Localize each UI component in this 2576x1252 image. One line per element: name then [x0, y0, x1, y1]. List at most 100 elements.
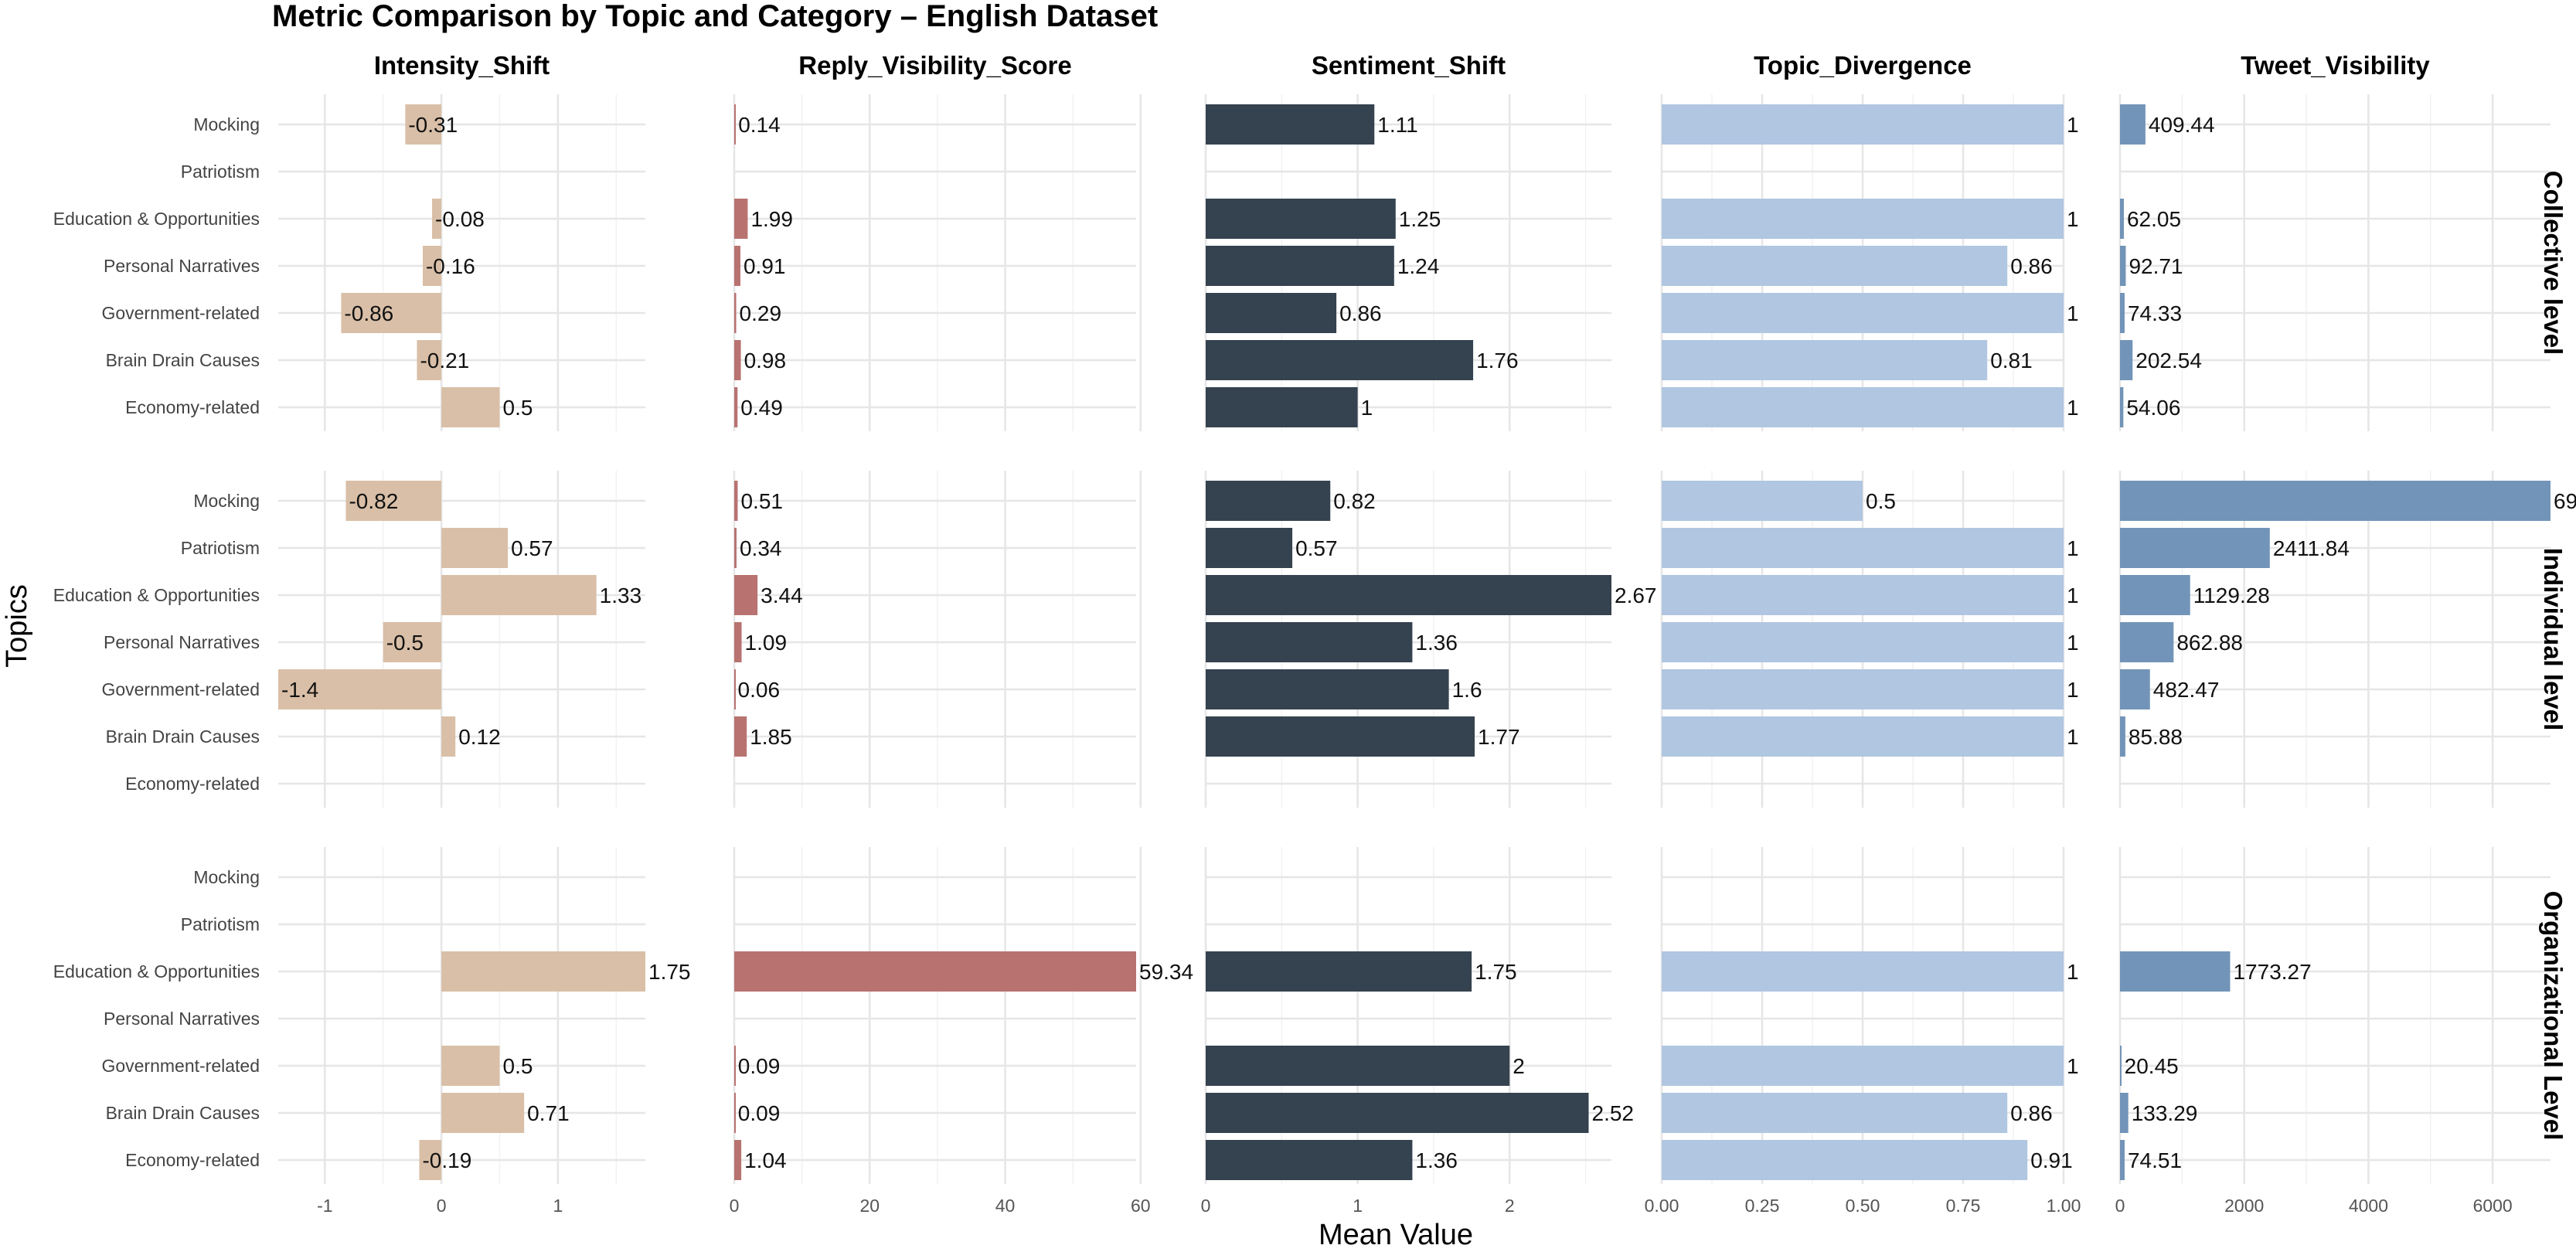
bar-topic-divergence-brain-drain-causes	[1662, 716, 2064, 757]
x-tick-label-sentiment-shift: 2	[1505, 1196, 1515, 1216]
bar-tweet-visibility-economy-related	[2120, 1140, 2125, 1180]
data-label-intensity-shift-brain-drain-causes: -0.21	[420, 349, 469, 373]
bar-tweet-visibility-personal-narratives	[2120, 622, 2174, 662]
bar-intensity-shift-brain-drain-causes	[441, 716, 456, 757]
data-label-sentiment-shift-personal-narratives: 1.36	[1415, 631, 1458, 655]
bar-sentiment-shift-patriotism	[1206, 528, 1293, 568]
panel-intensity-shift-individual-level: -0.82 0.57 1.33 -0.5 -1.4 0.12	[278, 471, 645, 808]
data-label-topic-divergence-education-opportunities: 1	[2067, 207, 2079, 231]
data-label-tweet-visibility-education-opportunities: 1129.28	[2193, 583, 2270, 607]
data-label-reply-visibility-score-government-related: 0.29	[740, 301, 782, 325]
bar-intensity-shift-mocking	[405, 104, 442, 145]
data-label-intensity-shift-personal-narratives: -0.16	[426, 254, 475, 278]
panel-sentiment-shift-collective-level: 1.11 1.25 1.24 0.86 1.76 1	[1204, 94, 1611, 431]
x-tick-label-tweet-visibility: 2000	[2224, 1196, 2264, 1216]
panel-reply-visibility-score-organizational-level: 59.34 0.09 0.09 1.04	[733, 847, 1193, 1184]
panel-reply-visibility-score-collective-level: 0.14 1.99 0.91 0.29 0.98 0.49	[733, 94, 1142, 431]
facet-label-tweet-visibility: Tweet_Visibility	[2241, 51, 2430, 80]
data-label-reply-visibility-score-brain-drain-causes: 1.85	[750, 725, 792, 749]
bar-intensity-shift-mocking	[345, 481, 442, 521]
data-label-tweet-visibility-personal-narratives: 92.71	[2129, 254, 2183, 278]
bar-sentiment-shift-mocking	[1206, 104, 1375, 145]
data-label-tweet-visibility-education-opportunities: 62.05	[2127, 207, 2181, 231]
bar-intensity-shift-government-related	[278, 669, 442, 709]
bar-topic-divergence-economy-related	[1662, 1140, 2028, 1180]
data-label-sentiment-shift-brain-drain-causes: 1.77	[1478, 725, 1520, 749]
bar-reply-visibility-score-patriotism	[734, 528, 737, 568]
data-label-sentiment-shift-economy-related: 1.36	[1415, 1148, 1458, 1172]
bar-intensity-shift-patriotism	[441, 528, 509, 568]
data-label-reply-visibility-score-government-related: 0.09	[738, 1054, 781, 1078]
bar-tweet-visibility-economy-related	[2120, 387, 2124, 427]
data-label-topic-divergence-brain-drain-causes: 1	[2067, 725, 2079, 749]
bar-reply-visibility-score-government-related	[734, 293, 737, 333]
bar-tweet-visibility-personal-narratives	[2120, 246, 2126, 286]
data-label-topic-divergence-education-opportunities: 1	[2067, 960, 2079, 984]
data-label-sentiment-shift-government-related: 1.6	[1452, 678, 1482, 702]
panel-tweet-visibility-collective-level: 409.44 62.05 92.71 74.33 202.54 54.06	[2118, 94, 2550, 431]
chart-panels: Intensity_Shift-1 0 1-0.31-0.08-0.16-0.86-…	[53, 51, 2576, 1216]
bar-sentiment-shift-mocking	[1206, 481, 1331, 521]
bar-sentiment-shift-government-related	[1206, 293, 1337, 333]
facet-label-intensity-shift: Intensity_Shift	[374, 51, 550, 80]
bar-sentiment-shift-brain-drain-causes	[1206, 340, 1474, 380]
x-axis-title: Mean Value	[1319, 1219, 1473, 1251]
data-label-sentiment-shift-economy-related: 1	[1361, 396, 1373, 420]
bar-reply-visibility-score-personal-narratives	[734, 622, 742, 662]
x-tick-label-reply-visibility-score: 40	[995, 1196, 1016, 1216]
data-label-sentiment-shift-patriotism: 0.57	[1295, 536, 1338, 560]
data-label-sentiment-shift-mocking: 0.82	[1333, 489, 1376, 513]
data-label-topic-divergence-government-related: 1	[2067, 678, 2079, 702]
y-tick-label-brain-drain-causes: Brain Drain Causes	[106, 1103, 260, 1123]
panel-sentiment-shift-individual-level: 0.82 0.57 2.67 1.36 1.6 1.77	[1204, 471, 1657, 808]
facet-label-reply-visibility-score: Reply_Visibility_Score	[798, 51, 1071, 80]
y-tick-label-government-related: Government-related	[101, 303, 260, 323]
bar-topic-divergence-brain-drain-causes	[1662, 340, 1988, 380]
bar-topic-divergence-personal-narratives	[1662, 622, 2064, 662]
data-label-intensity-shift-government-related: -0.86	[344, 301, 393, 325]
bar-intensity-shift-economy-related	[441, 387, 500, 427]
y-tick-label-patriotism: Patriotism	[181, 914, 260, 934]
data-label-topic-divergence-brain-drain-causes: 0.86	[2010, 1101, 2053, 1125]
bar-topic-divergence-patriotism	[1662, 528, 2064, 568]
x-tick-label-intensity-shift: -1	[317, 1196, 332, 1216]
panel-tweet-visibility-organizational-level: 1773.27 20.45 133.29 74.51	[2118, 847, 2550, 1184]
y-tick-label-mocking: Mocking	[193, 867, 260, 887]
x-tick-label-intensity-shift: 1	[553, 1196, 563, 1216]
data-label-topic-divergence-mocking: 0.5	[1866, 489, 1896, 513]
y-tick-label-patriotism: Patriotism	[181, 162, 260, 182]
data-label-tweet-visibility-mocking: 409.44	[2149, 113, 2215, 137]
data-label-sentiment-shift-government-related: 0.86	[1339, 301, 1382, 325]
bar-reply-visibility-score-education-opportunities	[734, 575, 758, 615]
facet-label-sentiment-shift: Sentiment_Shift	[1312, 51, 1506, 80]
bar-sentiment-shift-government-related	[1206, 669, 1449, 709]
bar-tweet-visibility-mocking	[2120, 481, 2550, 521]
panel-sentiment-shift-organizational-level: 1.75 2 2.52 1.36	[1204, 847, 1634, 1184]
data-label-intensity-shift-economy-related: -0.19	[422, 1148, 471, 1172]
x-tick-label-tweet-visibility: 0	[2115, 1196, 2125, 1216]
bar-intensity-shift-education-opportunities	[441, 951, 645, 992]
data-label-reply-visibility-score-brain-drain-causes: 0.98	[744, 349, 787, 373]
bar-intensity-shift-brain-drain-causes	[441, 1093, 525, 1133]
bar-intensity-shift-brain-drain-causes	[417, 340, 442, 380]
y-tick-label-personal-narratives: Personal Narratives	[104, 256, 260, 276]
data-label-reply-visibility-score-economy-related: 1.04	[744, 1148, 787, 1172]
y-tick-label-personal-narratives: Personal Narratives	[104, 1009, 260, 1029]
data-label-tweet-visibility-government-related: 74.33	[2128, 301, 2182, 325]
data-label-reply-visibility-score-government-related: 0.06	[738, 678, 781, 702]
data-label-sentiment-shift-personal-narratives: 1.24	[1397, 254, 1440, 278]
data-label-tweet-visibility-government-related: 482.47	[2153, 678, 2220, 702]
bar-reply-visibility-score-mocking	[734, 104, 736, 145]
bar-reply-visibility-score-economy-related	[734, 1140, 742, 1180]
data-label-sentiment-shift-mocking: 1.11	[1377, 113, 1417, 137]
data-label-topic-divergence-personal-narratives: 0.86	[2010, 254, 2053, 278]
bar-intensity-shift-education-opportunities	[441, 575, 597, 615]
bar-topic-divergence-government-related	[1662, 669, 2064, 709]
data-label-intensity-shift-mocking: -0.31	[408, 113, 458, 137]
bar-reply-visibility-score-brain-drain-causes	[734, 340, 741, 380]
y-tick-label-personal-narratives: Personal Narratives	[104, 632, 260, 652]
data-label-tweet-visibility-economy-related: 54.06	[2126, 396, 2180, 420]
panel-topic-divergence-organizational-level: 1 1 0.86 0.91	[1660, 847, 2079, 1184]
bar-topic-divergence-government-related	[1662, 293, 2064, 333]
bar-topic-divergence-economy-related	[1662, 387, 2064, 427]
